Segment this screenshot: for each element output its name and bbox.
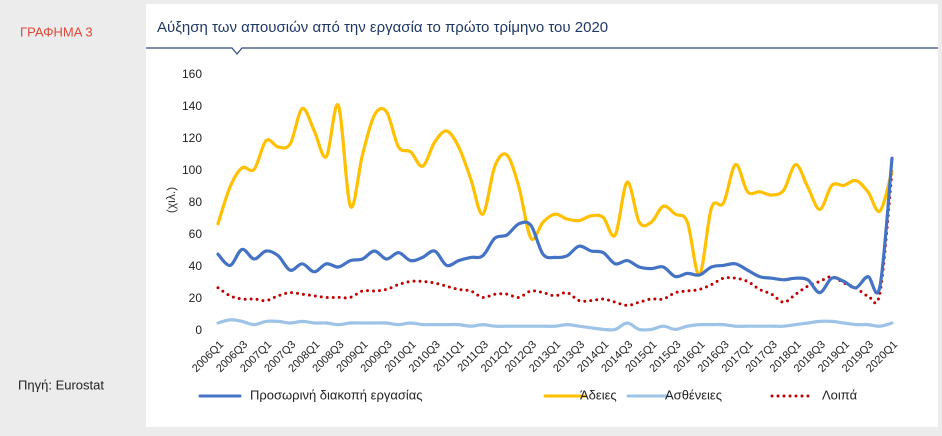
- source: Πηγή: Eurostat: [18, 377, 104, 392]
- y-tick-label: 140: [182, 99, 202, 113]
- legend-label: Λοιπά: [822, 387, 858, 402]
- y-tick-label: 60: [189, 227, 203, 241]
- chart-title: Αύξηση των απουσιών από την εργασία το π…: [157, 19, 608, 36]
- y-tick-label: 160: [182, 67, 202, 81]
- series-line: [216, 156, 894, 295]
- y-tick-label: 120: [182, 131, 202, 145]
- legend-label: Προσωρινή διακοπή εργασίας: [250, 387, 423, 402]
- series-line: [216, 103, 894, 277]
- y-tick-label: 0: [195, 323, 202, 337]
- title-rule: [146, 47, 938, 55]
- series-line: [216, 169, 894, 307]
- series-line: [216, 318, 894, 332]
- y-tick-label: 40: [189, 259, 203, 273]
- y-axis-label: (χιλ.): [164, 187, 178, 213]
- legend-label: Ασθένειες: [665, 387, 722, 402]
- y-tick-label: 100: [182, 163, 202, 177]
- y-tick-label: 20: [189, 291, 203, 305]
- y-tick-label: 80: [189, 195, 203, 209]
- legend-label: Άδειες: [580, 387, 617, 402]
- panel: [146, 4, 938, 427]
- figure-label: ΓΡΑΦΗΜΑ 3: [20, 24, 93, 39]
